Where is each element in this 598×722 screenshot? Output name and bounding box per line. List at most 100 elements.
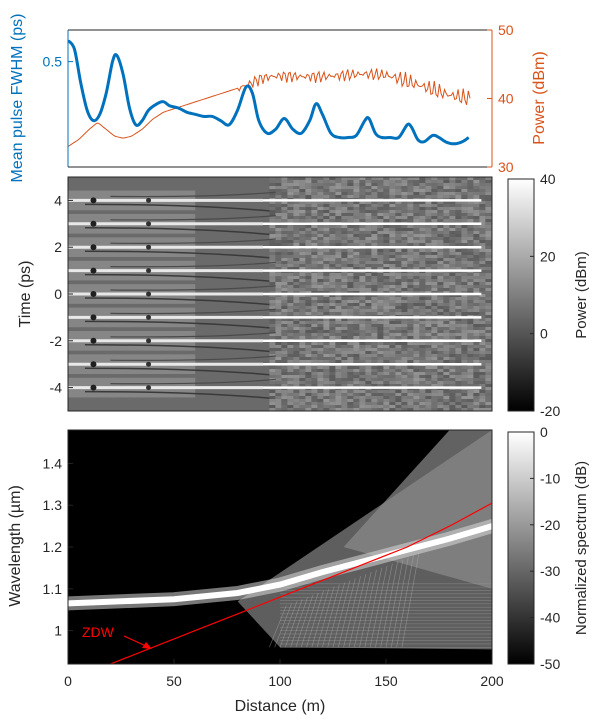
noise-cell — [371, 405, 378, 408]
noise-cell — [335, 273, 342, 276]
noise-cell — [287, 243, 294, 246]
noise-cell — [353, 306, 360, 309]
noise-cell — [449, 249, 456, 252]
noise-cell — [425, 300, 432, 303]
noise-cell — [377, 396, 384, 399]
noise-cell — [323, 333, 330, 336]
noise-cell — [305, 195, 312, 198]
noise-cell — [479, 252, 486, 255]
noise-cell — [299, 192, 306, 195]
noise-cell — [467, 195, 474, 198]
noise-cell — [473, 261, 480, 264]
noise-cell — [467, 207, 474, 210]
noise-cell — [317, 282, 324, 285]
noise-cell — [401, 204, 408, 207]
noise-cell — [323, 360, 330, 363]
noise-cell — [389, 294, 396, 297]
dispersive-wave-trace — [110, 355, 276, 361]
noise-cell — [449, 309, 456, 312]
noise-cell — [275, 318, 282, 321]
noise-cell — [311, 177, 318, 180]
noise-cell — [335, 348, 342, 351]
noise-cell — [317, 189, 324, 192]
noise-cell — [389, 264, 396, 267]
noise-cell — [431, 234, 438, 237]
noise-cell — [275, 396, 282, 399]
noise-cell — [485, 375, 492, 378]
noise-cell — [329, 399, 336, 402]
noise-cell — [485, 339, 492, 342]
noise-cell — [347, 405, 354, 408]
noise-cell — [401, 369, 408, 372]
noise-cell — [347, 234, 354, 237]
noise-cell — [425, 267, 432, 270]
noise-cell — [467, 324, 474, 327]
noise-cell — [455, 216, 462, 219]
noise-cell — [473, 258, 480, 261]
noise-cell — [323, 240, 330, 243]
noise-cell — [413, 324, 420, 327]
dispersive-wave-trace — [84, 320, 270, 329]
noise-cell — [359, 201, 366, 204]
noise-cell — [485, 333, 492, 336]
noise-cell — [317, 378, 324, 381]
noise-cell — [323, 228, 330, 231]
noise-cell — [461, 375, 468, 378]
noise-cell — [275, 258, 282, 261]
noise-cell — [455, 213, 462, 216]
noise-cell — [353, 273, 360, 276]
noise-cell — [437, 393, 444, 396]
noise-cell — [389, 300, 396, 303]
noise-cell — [317, 321, 324, 324]
noise-cell — [473, 207, 480, 210]
noise-cell — [449, 204, 456, 207]
noise-cell — [413, 327, 420, 330]
noise-cell — [467, 381, 474, 384]
noise-cell — [431, 336, 438, 339]
noise-cell — [305, 204, 312, 207]
noise-cell — [311, 279, 318, 282]
noise-cell — [449, 240, 456, 243]
noise-cell — [275, 357, 282, 360]
noise-cell — [449, 258, 456, 261]
noise-cell — [329, 333, 336, 336]
noise-cell — [437, 282, 444, 285]
noise-cell — [389, 201, 396, 204]
noise-cell — [389, 204, 396, 207]
noise-cell — [431, 279, 438, 282]
noise-cell — [437, 267, 444, 270]
noise-cell — [443, 294, 450, 297]
noise-cell — [275, 183, 282, 186]
noise-cell — [353, 405, 360, 408]
noise-cell — [437, 180, 444, 183]
noise-cell — [275, 360, 282, 363]
noise-cell — [293, 312, 300, 315]
noise-cell — [305, 231, 312, 234]
noise-cell — [359, 399, 366, 402]
noise-cell — [281, 336, 288, 339]
noise-cell — [401, 243, 408, 246]
noise-cell — [413, 300, 420, 303]
noise-cell — [401, 252, 408, 255]
noise-cell — [437, 192, 444, 195]
noise-cell — [317, 261, 324, 264]
noise-cell — [275, 186, 282, 189]
noise-cell — [461, 294, 468, 297]
zdw-curve — [110, 502, 492, 664]
noise-cell — [359, 285, 366, 288]
noise-cell — [299, 189, 306, 192]
noise-cell — [461, 399, 468, 402]
noise-cell — [347, 309, 354, 312]
noise-cell — [395, 204, 402, 207]
noise-cell — [371, 237, 378, 240]
noise-cell — [383, 219, 390, 222]
noise-cell — [269, 264, 276, 267]
noise-cell — [287, 282, 294, 285]
noise-cell — [317, 300, 324, 303]
noise-cell — [461, 312, 468, 315]
noise-cell — [269, 402, 276, 405]
noise-cell — [317, 225, 324, 228]
noise-cell — [329, 354, 336, 357]
noise-cell — [425, 312, 432, 315]
noise-cell — [443, 177, 450, 180]
